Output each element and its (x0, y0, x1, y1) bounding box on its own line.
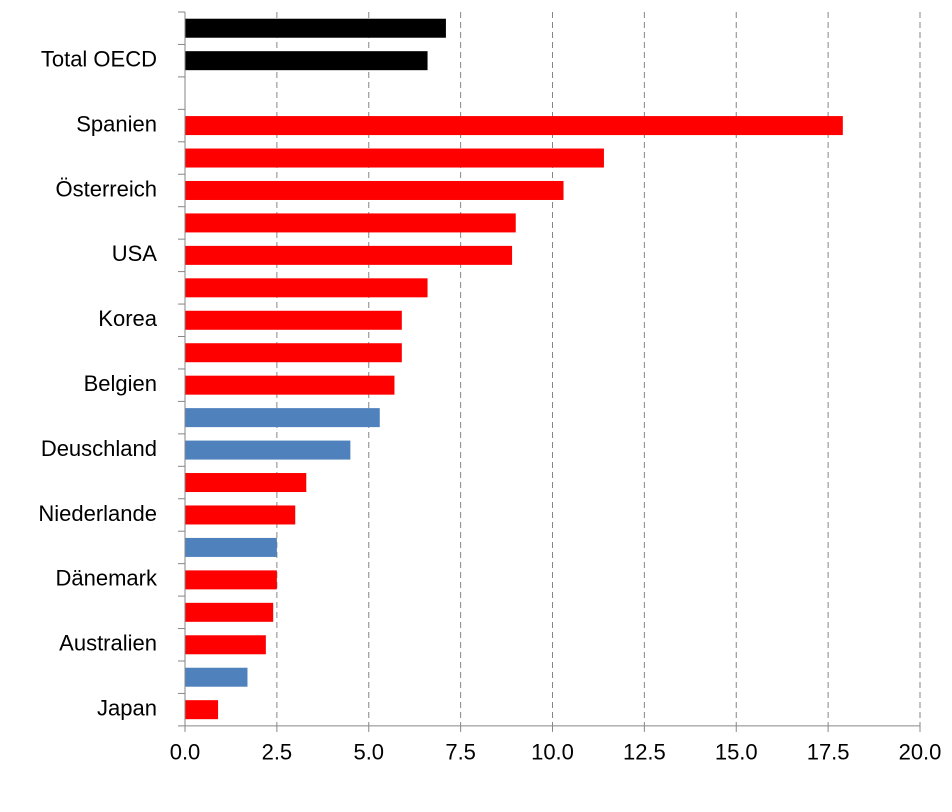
bar (185, 505, 296, 525)
x-tick-label: 5.0 (353, 740, 384, 765)
x-tick-label: 15.0 (715, 740, 758, 765)
bar (185, 700, 219, 720)
y-tick-label: Australien (59, 631, 157, 656)
y-tick-label: USA (112, 241, 158, 266)
bar (185, 278, 428, 298)
y-tick-label: Korea (98, 306, 157, 331)
y-tick-label: Japan (97, 695, 157, 720)
x-tick-label: 2.5 (262, 740, 293, 765)
y-tick-label: Dänemark (56, 566, 158, 591)
bar (185, 310, 402, 330)
y-tick-label: Total OECD (41, 46, 157, 71)
y-tick-label: Belgien (84, 371, 157, 396)
bar (185, 51, 428, 71)
bar (185, 570, 277, 590)
x-tick-label: 0.0 (170, 740, 201, 765)
bar (185, 635, 266, 655)
bar (185, 148, 604, 168)
bar (185, 343, 402, 363)
x-tick-label: 10.0 (531, 740, 574, 765)
bar (185, 245, 513, 265)
y-tick-label: Österreich (56, 176, 157, 201)
bar (185, 213, 516, 233)
bar (185, 180, 564, 200)
bar (185, 473, 307, 493)
bar (185, 375, 395, 395)
bar (185, 440, 351, 460)
y-tick-label: Niederlande (38, 501, 157, 526)
bar (185, 602, 274, 622)
y-tick-label: Spanien (76, 111, 157, 136)
bar (185, 408, 380, 428)
x-tick-label: 20.0 (899, 740, 942, 765)
bar (185, 18, 446, 38)
bar (185, 537, 277, 557)
bar (185, 667, 248, 687)
y-tick-label: Deuschland (41, 436, 157, 461)
x-tick-label: 17.5 (807, 740, 850, 765)
x-tick-label: 7.5 (445, 740, 476, 765)
x-tick-label: 12.5 (623, 740, 666, 765)
bar (185, 116, 843, 136)
